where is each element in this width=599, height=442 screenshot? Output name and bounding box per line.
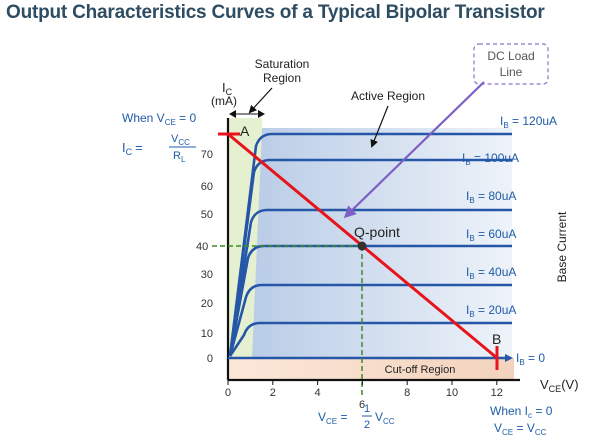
x-tick-label: 2 (270, 387, 276, 399)
dc-load-label-1: DC Load (487, 49, 534, 63)
vce-half-denominator: 2 (364, 419, 370, 431)
when-vce-zero-label: When VCE = 0 (122, 111, 196, 127)
ic-formula-lhs: IC = (122, 140, 143, 157)
dc-load-callout (473, 43, 549, 85)
ib-curve-label: IB = 120uA (500, 114, 557, 130)
active-region-label: Active Region (351, 89, 425, 103)
base-current-label: Base Current (555, 211, 569, 282)
ib-curve (228, 283, 512, 357)
characteristic-curves (228, 132, 512, 360)
cutoff-region-fill (228, 358, 514, 380)
point-b-label: B (492, 331, 501, 347)
ib-curve-label: IB = 80uA (466, 189, 516, 205)
ib-curve (228, 158, 512, 357)
y-tick-label: 60 (201, 181, 213, 193)
ib-curve-label: IB = 20uA (466, 303, 516, 319)
x-tick-label: 12 (491, 387, 503, 399)
vce-half-numerator: 1 (364, 403, 370, 415)
y-axis-label: IC (222, 80, 233, 97)
saturation-label-2: Region (263, 71, 301, 85)
y-tick-label: 70 (201, 149, 213, 161)
x-tick-label: 8 (404, 387, 410, 399)
dc-load-label-2: Line (500, 65, 523, 79)
cutoff-region-label: Cut-off Region (385, 364, 456, 376)
y-tick-label: 10 (201, 328, 213, 340)
x-tick-label: 0 (225, 387, 231, 399)
q-voltage-value: 6 (359, 399, 365, 411)
saturation-label-1: Saturation (255, 57, 310, 71)
x-tick-label: 10 (446, 387, 458, 399)
y-tick-label: 30 (201, 269, 213, 281)
x-axis-label: VCE(V) (540, 377, 579, 394)
page-title: Output Characteristics Curves of a Typic… (6, 2, 545, 23)
saturation-arrow (248, 87, 273, 114)
vce-half-rhs: VCC (375, 410, 395, 426)
ib-curve (228, 321, 512, 357)
ib-curve-label: IB = 40uA (466, 265, 516, 281)
ib-zero-arrowhead (505, 354, 513, 362)
active-region-fill (250, 128, 512, 358)
ib-curve (228, 132, 512, 357)
y-tick-label: 50 (201, 209, 213, 221)
ic-formula-denominator: RL (173, 150, 186, 164)
active-region-arrow (370, 105, 389, 148)
vce-half-lhs: VCE = (318, 410, 347, 426)
y-tick-label: 20 (201, 298, 213, 310)
ib-curve-label: IB = 100uA (462, 151, 519, 167)
vce-equals-vcc-label: VCE = VCC (494, 421, 547, 437)
ib-curve-label: IB = 60uA (466, 227, 516, 243)
point-a-label: A (240, 123, 250, 139)
ib-curve (228, 208, 512, 357)
x-tick-label: 4 (315, 387, 321, 399)
when-ic-zero-label: When Ic = 0 (490, 404, 553, 420)
q-current-value: 40 (196, 241, 208, 253)
ib-curve-label: IB = 0 (516, 351, 545, 367)
q-point-marker (357, 241, 367, 251)
axis-ticks: 0 2 4 8 10 12 0 10 20 30 50 60 70 (201, 149, 503, 399)
ic-formula-numerator: VCC (171, 133, 190, 147)
curve-labels: IB = 120uA IB = 100uA IB = 80uA IB = 60uA IB… (462, 114, 557, 367)
dc-load-arrow (343, 81, 485, 219)
y-tick-label: 0 (207, 353, 213, 365)
q-point-label: Q-point (354, 224, 400, 240)
y-axis-unit: (mA) (211, 94, 237, 108)
